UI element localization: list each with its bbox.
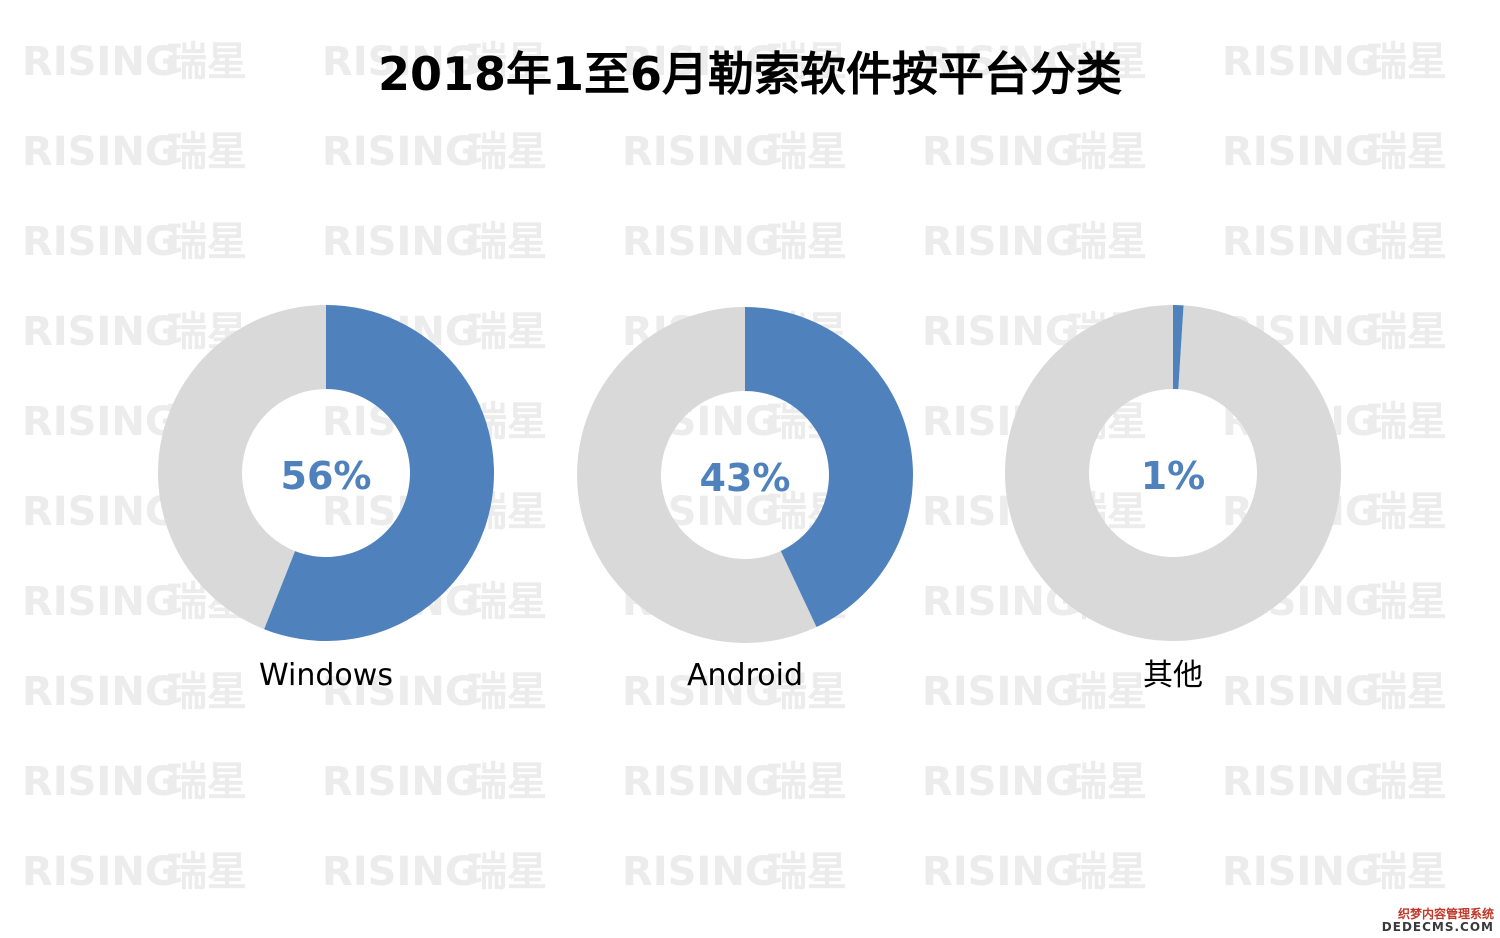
watermark-cjk-text: 瑞星	[1367, 309, 1447, 355]
watermark-cjk-text: 瑞星	[1367, 489, 1447, 535]
donut-remainder-slice	[577, 307, 817, 643]
watermark-rising-text: RISING	[622, 129, 778, 175]
watermark-rising-text: RISING	[322, 849, 478, 895]
watermark-cjk-text: 瑞星	[167, 219, 247, 265]
watermark-rising-text: RISING	[22, 39, 178, 85]
watermark-cjk-text: 瑞星	[467, 579, 547, 625]
footer-watermark: 织梦内容管理系统 DEDECMS.COM	[1381, 906, 1494, 934]
watermark-rising-text: RISING	[22, 849, 178, 895]
donut-chart-windows: 56% Windows	[157, 305, 494, 693]
watermark-rising-text: RISING	[1222, 849, 1378, 895]
watermark-cjk-text: 瑞星	[1367, 759, 1447, 805]
watermark-rising-text: RISING	[22, 759, 178, 805]
watermark-rising-text: RISING	[1222, 39, 1378, 85]
watermark-cjk-text: 瑞星	[1067, 669, 1147, 715]
donut-value-slice	[745, 307, 914, 628]
watermark-cjk-text: 瑞星	[1067, 759, 1147, 805]
category-label: 其他	[1143, 658, 1203, 693]
watermark-rising-text: RISING	[322, 39, 478, 85]
watermark-rising-text: RISING	[22, 219, 178, 265]
watermark-cjk-text: 瑞星	[1367, 579, 1447, 625]
watermark-rising-text: RISING	[922, 39, 1078, 85]
donut-chart-other: 1% 其他	[1005, 305, 1341, 693]
chart-title: 2018年1至6月勒索软件按平台分类	[377, 47, 1123, 101]
watermark-rising-text: RISING	[922, 129, 1078, 175]
footer-watermark-line2: DEDECMS.COM	[1381, 919, 1494, 934]
watermark-rising-text: RISING	[22, 579, 178, 625]
watermark-rising-text: RISING	[322, 129, 478, 175]
watermark-rising-text: RISING	[622, 669, 778, 715]
donut-value-slice	[264, 305, 494, 641]
watermark-cjk-text: 瑞星	[167, 849, 247, 895]
watermark-rising-text: RISING	[1222, 219, 1378, 265]
watermark-cjk-text: 瑞星	[467, 849, 547, 895]
donut-remainder-slice	[157, 305, 326, 630]
watermark-rising-text: RISING	[1222, 129, 1378, 175]
watermark-cjk-text: 瑞星	[467, 759, 547, 805]
watermark-cjk-text: 瑞星	[467, 219, 547, 265]
category-label: Windows	[259, 658, 393, 693]
watermark-rising-text: RISING	[22, 489, 178, 535]
watermark-cjk-text: 瑞星	[467, 669, 547, 715]
watermark-cjk-text: 瑞星	[167, 39, 247, 85]
watermark-cjk-text: 瑞星	[1367, 399, 1447, 445]
category-label: Android	[687, 658, 803, 693]
watermark-rising-text: RISING	[622, 849, 778, 895]
watermark-cjk-text: 瑞星	[467, 39, 547, 85]
watermark-cjk-text: 瑞星	[1367, 849, 1447, 895]
watermark-rising-text: RISING	[922, 219, 1078, 265]
watermark-rising-text: RISING	[622, 219, 778, 265]
watermark-cjk-text: 瑞星	[1367, 129, 1447, 175]
watermark-cjk-text: 瑞星	[1367, 39, 1447, 85]
watermark-rising-text: RISING	[922, 759, 1078, 805]
watermark-rising-text: RISING	[622, 759, 778, 805]
watermark-rising-text: RISING	[22, 129, 178, 175]
percent-label: 1%	[1141, 454, 1206, 498]
watermark-rising-text: RISING	[322, 669, 478, 715]
watermark-rising-text: RISING	[22, 309, 178, 355]
watermark-cjk-text: 瑞星	[1067, 129, 1147, 175]
watermark-cjk-text: 瑞星	[467, 129, 547, 175]
watermark-rising-text: RISING	[22, 399, 178, 445]
watermark-rising-text: RISING	[922, 309, 1078, 355]
donut-remainder-slice	[1005, 305, 1341, 641]
watermark-rising-text: RISING	[1222, 669, 1378, 715]
watermark-cjk-text: 瑞星	[767, 129, 847, 175]
watermark-rising-text: RISING	[22, 669, 178, 715]
watermark-rising-text: RISING	[322, 759, 478, 805]
donut-value-slice	[1173, 305, 1184, 390]
watermark-cjk-text: 瑞星	[1367, 219, 1447, 265]
watermark-cjk-text: 瑞星	[1367, 669, 1447, 715]
watermark-rising-text: RISING	[922, 669, 1078, 715]
watermark-cjk-text: 瑞星	[167, 129, 247, 175]
percent-label: 56%	[281, 454, 372, 498]
percent-label: 43%	[700, 456, 791, 500]
watermark-cjk-text: 瑞星	[767, 39, 847, 85]
watermark-cjk-text: 瑞星	[467, 309, 547, 355]
watermark-rising-text: RISING	[922, 849, 1078, 895]
watermark-cjk-text: 瑞星	[767, 759, 847, 805]
watermark-rising-text: RISING	[1222, 759, 1378, 805]
watermark-cjk-text: 瑞星	[767, 219, 847, 265]
watermark-rising-text: RISING	[322, 219, 478, 265]
watermark-cjk-text: 瑞星	[167, 759, 247, 805]
watermark-cjk-text: 瑞星	[1067, 39, 1147, 85]
watermark-rising-text: RISING	[622, 39, 778, 85]
watermark-cjk-text: 瑞星	[167, 669, 247, 715]
footer-watermark-line1: 织梦内容管理系统	[1397, 906, 1494, 921]
watermark-cjk-text: 瑞星	[1067, 219, 1147, 265]
watermark-cjk-text: 瑞星	[767, 849, 847, 895]
donut-chart-android: 43% Android	[577, 307, 914, 693]
watermark-cjk-text: 瑞星	[1067, 849, 1147, 895]
watermark-cjk-text: 瑞星	[767, 669, 847, 715]
